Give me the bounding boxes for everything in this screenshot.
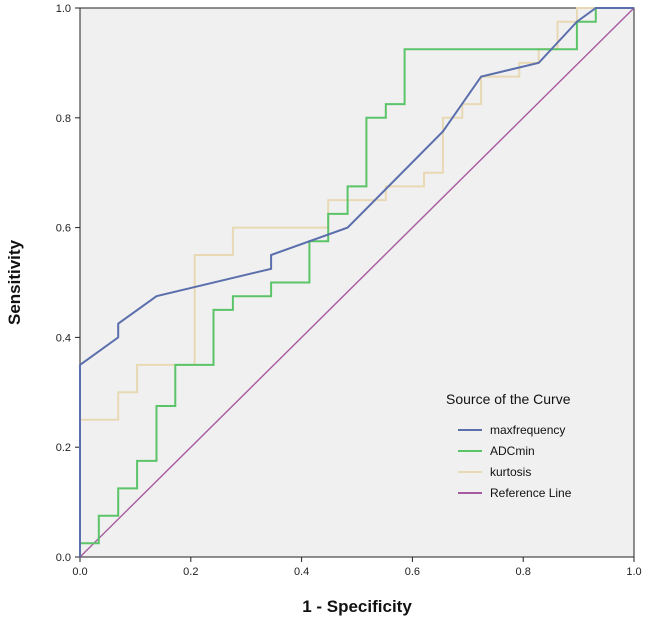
- y-tick-label: 0.6: [56, 223, 71, 235]
- y-tick-label: 0.2: [56, 442, 71, 454]
- x-axis-title: 1 - Specificity: [302, 597, 412, 616]
- x-tick-label: 1.0: [626, 566, 641, 578]
- x-tick-label: 0.0: [72, 566, 87, 578]
- x-tick-label: 0.2: [183, 566, 198, 578]
- series-line-maxfrequency: [79, 7, 634, 557]
- legend-label: kurtosis: [490, 465, 531, 479]
- x-tick-label: 0.4: [294, 566, 309, 578]
- y-tick-label: 0.0: [56, 552, 71, 564]
- legend-title: Source of the Curve: [446, 391, 571, 407]
- series-line-adcmin: [79, 7, 634, 557]
- x-tick-label: 0.8: [516, 566, 531, 578]
- legend: Source of the Curve maxfrequency ADCmin ku…: [446, 391, 572, 500]
- y-tick-label: 0.8: [56, 113, 71, 125]
- series-line-reference-line: [79, 7, 635, 558]
- legend-label: ADCmin: [490, 444, 535, 458]
- legend-label: maxfrequency: [490, 423, 565, 437]
- x-tick-label: 0.6: [405, 566, 420, 578]
- y-axis-title: Sensitivity: [5, 239, 24, 325]
- y-tick-label: 1.0: [56, 3, 71, 15]
- legend-label: Reference Line: [490, 486, 572, 500]
- y-tick-label: 0.4: [56, 332, 71, 344]
